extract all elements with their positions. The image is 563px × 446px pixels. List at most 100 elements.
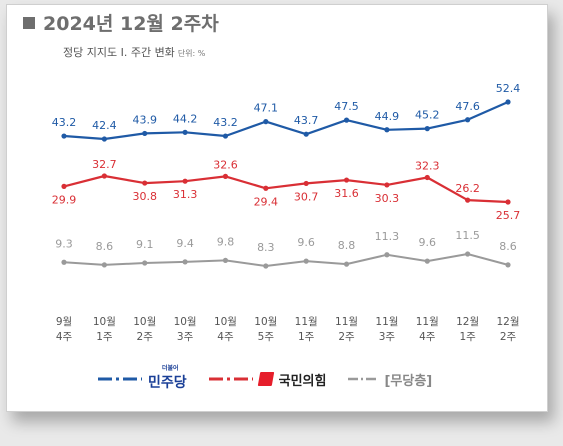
series-line-dem bbox=[63, 100, 509, 141]
data-point-none bbox=[424, 258, 430, 264]
data-point-dem bbox=[424, 126, 430, 132]
data-point-dem bbox=[182, 129, 188, 135]
data-label-ppp: 26.2 bbox=[455, 182, 480, 195]
x-tick-label-week: 2주 bbox=[338, 331, 355, 343]
data-point-dem bbox=[343, 117, 350, 123]
data-label-none: 8.3 bbox=[257, 241, 275, 254]
ppp-logo-icon bbox=[257, 372, 274, 386]
x-tick-label-week: 4주 bbox=[56, 331, 73, 343]
legend-item-ppp: 국민의힘 bbox=[208, 370, 327, 389]
data-point-none bbox=[61, 259, 67, 265]
data-label-ppp: 30.3 bbox=[375, 192, 400, 205]
data-point-dem bbox=[142, 130, 148, 137]
data-label-none: 11.5 bbox=[455, 229, 480, 242]
data-label-none: 11.3 bbox=[375, 230, 400, 243]
data-point-none bbox=[101, 262, 107, 268]
title-text: 2024년 12월 2주차 bbox=[43, 13, 219, 35]
data-point-dem bbox=[263, 119, 269, 125]
data-point-ppp bbox=[142, 180, 148, 186]
legend-line-dem-icon bbox=[98, 377, 142, 381]
data-label-none: 8.6 bbox=[96, 240, 114, 253]
data-label-ppp: 32.6 bbox=[213, 158, 238, 171]
x-tick-label-month: 10월 bbox=[93, 316, 116, 328]
x-tick-label-month: 10월 bbox=[214, 316, 237, 328]
data-label-none: 8.6 bbox=[499, 240, 517, 253]
title-square-icon bbox=[23, 17, 35, 29]
data-label-none: 9.4 bbox=[176, 237, 194, 250]
x-tick-label-week: 1주 bbox=[96, 331, 113, 343]
legend-dem-tag: 더불어 bbox=[162, 365, 179, 372]
data-label-none: 9.6 bbox=[297, 236, 315, 249]
x-tick-label-month: 10월 bbox=[133, 316, 156, 328]
legend-item-dem: 더불어 민주당 bbox=[98, 366, 187, 392]
x-tick-label-week: 4주 bbox=[217, 331, 234, 343]
data-label-ppp: 30.8 bbox=[132, 190, 157, 203]
data-point-ppp bbox=[505, 199, 511, 205]
x-tick-label-month: 11월 bbox=[295, 316, 318, 328]
data-label-dem: 43.9 bbox=[132, 113, 157, 126]
data-label-dem: 45.2 bbox=[415, 109, 440, 122]
data-label-dem: 44.2 bbox=[173, 112, 198, 125]
data-point-ppp bbox=[222, 173, 229, 179]
data-label-none: 8.8 bbox=[338, 239, 356, 252]
x-tick-label-month: 10월 bbox=[254, 316, 277, 328]
data-label-dem: 47.1 bbox=[254, 102, 279, 115]
data-point-ppp bbox=[465, 197, 471, 203]
legend-label-none: [무당층] bbox=[384, 373, 433, 389]
data-label-ppp: 32.3 bbox=[415, 159, 440, 172]
data-point-dem bbox=[384, 127, 390, 133]
data-label-dem: 47.6 bbox=[455, 100, 480, 113]
data-label-ppp: 30.7 bbox=[294, 190, 319, 203]
legend-label-ppp: 국민의힘 bbox=[278, 373, 327, 389]
data-point-ppp bbox=[101, 173, 107, 179]
data-point-ppp bbox=[61, 183, 67, 189]
data-point-ppp bbox=[424, 174, 430, 181]
data-point-ppp bbox=[182, 178, 188, 184]
x-tick-label-week: 1주 bbox=[298, 331, 315, 343]
data-point-none bbox=[142, 260, 148, 266]
data-point-none bbox=[505, 262, 511, 268]
x-tick-label-week: 1주 bbox=[459, 331, 476, 343]
x-tick-label-month: 12월 bbox=[456, 316, 479, 328]
chart-subtitle: 정당 지지도 Ⅰ. 주간 변화 단위: % bbox=[63, 44, 205, 60]
data-point-ppp bbox=[263, 185, 269, 191]
x-tick-label-week: 3주 bbox=[379, 331, 396, 343]
x-tick-label-week: 2주 bbox=[500, 331, 517, 343]
data-point-dem bbox=[101, 136, 107, 142]
subtitle-text: 정당 지지도 Ⅰ. 주간 변화 bbox=[63, 46, 175, 59]
series-line-none bbox=[63, 253, 509, 267]
data-label-dem: 52.4 bbox=[496, 82, 521, 95]
legend-line-ppp-icon bbox=[208, 377, 253, 381]
data-point-ppp bbox=[384, 182, 390, 188]
x-tick-label-month: 12월 bbox=[496, 316, 519, 328]
data-point-none bbox=[465, 251, 471, 257]
legend-dem-text: 민주당 bbox=[148, 375, 187, 391]
data-point-dem bbox=[61, 133, 67, 139]
legend-label-dem: 더불어 민주당 bbox=[148, 366, 187, 392]
data-label-dem: 42.4 bbox=[92, 119, 117, 132]
data-label-ppp: 29.9 bbox=[52, 193, 77, 206]
data-point-dem bbox=[465, 117, 471, 123]
data-label-dem: 47.5 bbox=[334, 100, 359, 113]
x-tick-label-month: 10월 bbox=[174, 316, 197, 328]
data-label-dem: 43.2 bbox=[52, 116, 77, 129]
x-tick-label-week: 4주 bbox=[419, 331, 436, 343]
data-point-none bbox=[384, 252, 390, 258]
x-tick-label-month: 11월 bbox=[416, 316, 439, 328]
data-label-none: 9.1 bbox=[136, 238, 154, 251]
data-point-none bbox=[182, 259, 188, 265]
data-point-dem bbox=[505, 99, 511, 105]
data-label-none: 9.3 bbox=[55, 237, 73, 250]
legend-item-none: [무당층] bbox=[348, 370, 432, 389]
x-tick-label-month: 11월 bbox=[375, 316, 398, 328]
x-tick-label-month: 9월 bbox=[56, 316, 72, 328]
data-label-dem: 44.9 bbox=[375, 110, 400, 123]
chart-card: 2024년 12월 2주차 정당 지지도 Ⅰ. 주간 변화 단위: % bbox=[6, 4, 548, 412]
data-point-ppp bbox=[303, 180, 309, 187]
data-label-ppp: 29.4 bbox=[254, 195, 279, 208]
unit-label: 단위: % bbox=[177, 49, 206, 58]
page-title: 2024년 12월 2주차 bbox=[23, 9, 219, 36]
data-point-dem bbox=[303, 131, 309, 137]
data-label-dem: 43.2 bbox=[213, 116, 238, 129]
